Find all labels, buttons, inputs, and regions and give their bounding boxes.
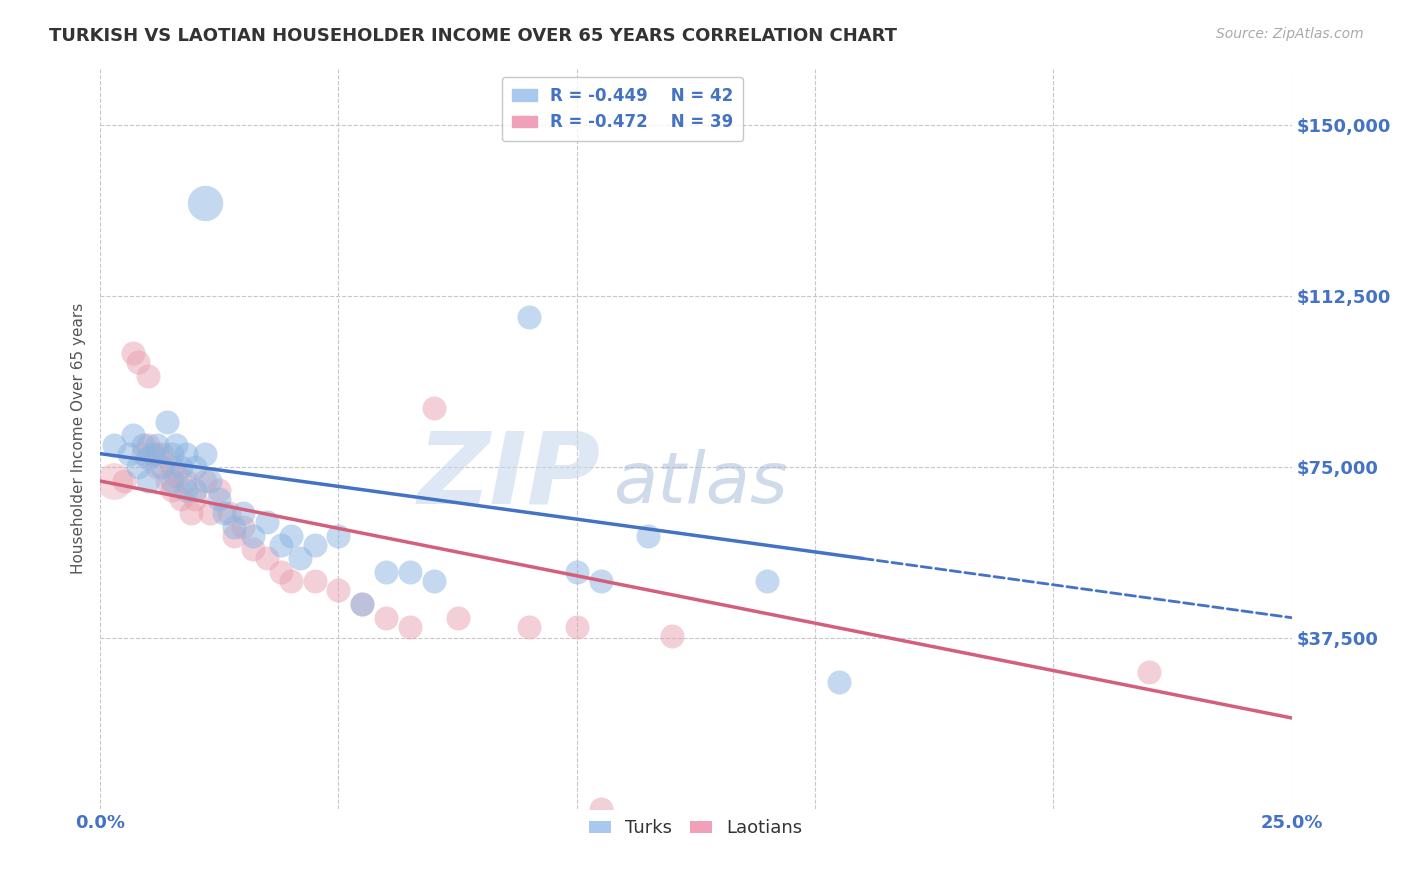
- Point: [828, 674, 851, 689]
- Point: [517, 620, 540, 634]
- Point: [399, 565, 422, 579]
- Point: [517, 310, 540, 324]
- Point: [232, 506, 254, 520]
- Point: [150, 460, 173, 475]
- Point: [118, 447, 141, 461]
- Point: [127, 355, 149, 369]
- Point: [127, 460, 149, 475]
- Point: [160, 474, 183, 488]
- Point: [174, 474, 197, 488]
- Point: [194, 474, 217, 488]
- Point: [280, 574, 302, 589]
- Y-axis label: Householder Income Over 65 years: Householder Income Over 65 years: [72, 303, 86, 574]
- Point: [146, 460, 169, 475]
- Point: [136, 451, 159, 466]
- Point: [184, 460, 207, 475]
- Point: [142, 447, 165, 461]
- Point: [256, 515, 278, 529]
- Point: [328, 583, 350, 598]
- Point: [352, 597, 374, 611]
- Point: [423, 401, 446, 415]
- Point: [170, 492, 193, 507]
- Point: [146, 447, 169, 461]
- Point: [328, 529, 350, 543]
- Point: [184, 492, 207, 507]
- Point: [156, 474, 179, 488]
- Point: [661, 629, 683, 643]
- Point: [150, 447, 173, 461]
- Point: [198, 474, 221, 488]
- Point: [198, 506, 221, 520]
- Point: [136, 437, 159, 451]
- Point: [174, 447, 197, 461]
- Point: [208, 483, 231, 497]
- Point: [446, 611, 468, 625]
- Point: [756, 574, 779, 589]
- Point: [565, 620, 588, 634]
- Point: [222, 519, 245, 533]
- Point: [304, 538, 326, 552]
- Point: [232, 519, 254, 533]
- Point: [165, 469, 187, 483]
- Point: [589, 802, 612, 816]
- Point: [136, 369, 159, 384]
- Point: [270, 565, 292, 579]
- Point: [184, 483, 207, 497]
- Point: [242, 529, 264, 543]
- Point: [375, 611, 398, 625]
- Point: [212, 506, 235, 520]
- Point: [270, 538, 292, 552]
- Point: [122, 428, 145, 442]
- Point: [280, 529, 302, 543]
- Point: [565, 565, 588, 579]
- Point: [304, 574, 326, 589]
- Point: [170, 460, 193, 475]
- Point: [122, 346, 145, 360]
- Point: [375, 565, 398, 579]
- Point: [146, 437, 169, 451]
- Point: [136, 474, 159, 488]
- Point: [174, 483, 197, 497]
- Point: [208, 492, 231, 507]
- Point: [290, 551, 312, 566]
- Point: [156, 415, 179, 429]
- Point: [160, 447, 183, 461]
- Point: [103, 474, 125, 488]
- Text: TURKISH VS LAOTIAN HOUSEHOLDER INCOME OVER 65 YEARS CORRELATION CHART: TURKISH VS LAOTIAN HOUSEHOLDER INCOME OV…: [49, 27, 897, 45]
- Point: [180, 506, 202, 520]
- Point: [112, 474, 135, 488]
- Point: [256, 551, 278, 566]
- Text: Source: ZipAtlas.com: Source: ZipAtlas.com: [1216, 27, 1364, 41]
- Point: [423, 574, 446, 589]
- Point: [165, 437, 187, 451]
- Legend: Turks, Laotians: Turks, Laotians: [582, 812, 810, 845]
- Text: ZIP: ZIP: [418, 427, 600, 524]
- Point: [194, 447, 217, 461]
- Point: [160, 483, 183, 497]
- Point: [399, 620, 422, 634]
- Point: [1137, 665, 1160, 680]
- Point: [194, 196, 217, 211]
- Point: [132, 447, 155, 461]
- Point: [160, 460, 183, 475]
- Point: [222, 529, 245, 543]
- Point: [132, 437, 155, 451]
- Text: atlas: atlas: [613, 449, 787, 517]
- Point: [589, 574, 612, 589]
- Point: [637, 529, 659, 543]
- Point: [242, 542, 264, 557]
- Point: [352, 597, 374, 611]
- Point: [218, 506, 240, 520]
- Point: [103, 437, 125, 451]
